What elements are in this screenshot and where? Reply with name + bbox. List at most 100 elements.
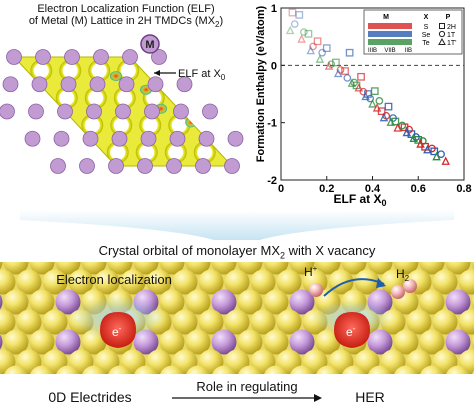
chalcogen-atom-ball [3,262,29,275]
chart-legend-x-item: Se [422,32,431,39]
chart-legend-gradient [368,31,412,37]
footer-arrowhead [314,394,322,402]
chalcogen-atom-ball [237,329,263,355]
chalcogen-atom-ball [29,262,55,275]
chart-point-circle [290,20,299,28]
chart-legend-marker-square [439,23,445,29]
chart-y-tick-label: 0 [271,60,277,72]
chalcogen-atom-ball [263,289,289,315]
chalcogen-atom-ball [432,309,458,335]
metal-atom-ball [55,329,81,355]
chalcogen-atom-ball [198,309,224,335]
chart-legend-header-p: P [446,14,451,21]
chalcogen-atom-ball [160,365,184,374]
elf-title-sub: 2 [215,20,220,30]
electron-symbol-left: e- [112,324,122,339]
chart-point-square [295,11,304,19]
chart-legend-gradient [368,39,412,45]
chalcogen-atom-ball [108,365,132,374]
chart-point-square [332,58,340,67]
chart-point-square [384,102,393,111]
chart-point-circle [336,66,345,74]
electron-blob-left [100,312,136,348]
chart-x-tick-label: 0.2 [319,183,334,195]
chart-point-triangle [409,133,418,142]
chart-legend-p-item: 1T' [447,40,457,47]
electron-blob-right [334,312,370,348]
electron-charge-right: - [353,324,356,333]
footer-right-label: HER [355,389,385,405]
chalcogen-atom-ball [16,269,42,295]
crystal-title-rest: with X vacancy [285,243,376,258]
metal-atom-ball [289,329,315,355]
chalcogen-atom-ball [445,262,471,275]
elf-title-line1: Electron Localization Function (ELF) [37,3,215,15]
chalcogen-atom-ball [81,262,107,275]
chart-point-circle [343,74,352,82]
proton-label-text: H [304,265,313,279]
chart-point-triangle [333,68,343,78]
chart-point-triangle [386,117,396,126]
chart-point-triangle [432,151,441,161]
chalcogen-atom-ball [276,269,302,295]
chalcogen-atom-ball [186,365,210,374]
footer-arrow-label: Role in regulating [196,379,297,394]
chart-point-triangle [361,91,370,101]
chalcogen-atom-ball [0,370,2,374]
chart-point-square [370,87,379,95]
electron-localization-label: Electron localization [56,272,172,287]
chalcogen-atom-ball [238,365,262,374]
chart-point-square [304,29,313,38]
metal-atom-ball [0,334,3,350]
chart-point-triangle [423,144,432,154]
chart-point-circle [359,87,368,96]
chalcogen-atom-ball [367,262,393,275]
metal-atom-ball [211,329,237,355]
chart-legend-x-item: Te [422,40,430,47]
chalcogen-atom-ball [68,269,94,295]
chalcogen-atom-ball [198,269,224,295]
chart-point-circle [366,94,375,103]
chalcogen-atom-ball [263,329,289,355]
chalcogen-atom-ball [56,365,80,374]
proton-atom [309,283,323,297]
chart-legend-header-m: M [383,14,389,21]
elf-title-line2: of Metal (M) Lattice in 2H TMDCs (MX [28,15,216,27]
chalcogen-atom-ball [82,365,106,374]
chalcogen-atom-ball [159,262,185,275]
chart-x-tick-label: 0.4 [365,183,381,195]
chalcogen-atom-ball [368,365,392,374]
chart-point-square [322,44,331,52]
crystal-atoms [0,262,474,374]
chart-legend-header-x: X [424,14,429,21]
chalcogen-atom-ball [237,289,263,315]
chart-point-triangle [441,156,450,165]
chalcogen-atom-ball [159,329,185,355]
chalcogen-atom-ball [263,262,289,275]
proton-label: H+ [304,264,318,279]
proton-charge: + [313,264,318,273]
chalcogen-atom-ball [393,329,419,355]
chart-x-tick-label: 0.6 [411,183,426,195]
chalcogen-atom-ball [316,365,340,374]
electron-symbol-right: e- [346,324,356,339]
metal-atom-ball [367,329,393,355]
chalcogen-atom-ball [146,269,172,295]
chart-point-triangle [324,61,334,70]
chart-point-circle [389,114,397,122]
chart-legend-mid: VIIB [384,48,395,54]
elf-panel-title: Electron Localization Function (ELF) of … [6,3,246,31]
chalcogen-atom-ball [458,269,474,295]
h2-atom-1 [391,285,405,299]
chalcogen-atom-ball [250,269,276,295]
chart-x-tick-label: 0 [278,183,284,195]
chart-point-circle [309,42,317,51]
chalcogen-atom-ball [0,269,16,295]
chalcogen-atom-ball [185,262,211,275]
reaction-arrowhead [376,278,386,288]
chalcogen-atom-ball [471,262,474,270]
chart-point-triangle [368,99,377,108]
chalcogen-atom-ball [172,309,198,335]
chart-point-triangle [379,112,389,122]
